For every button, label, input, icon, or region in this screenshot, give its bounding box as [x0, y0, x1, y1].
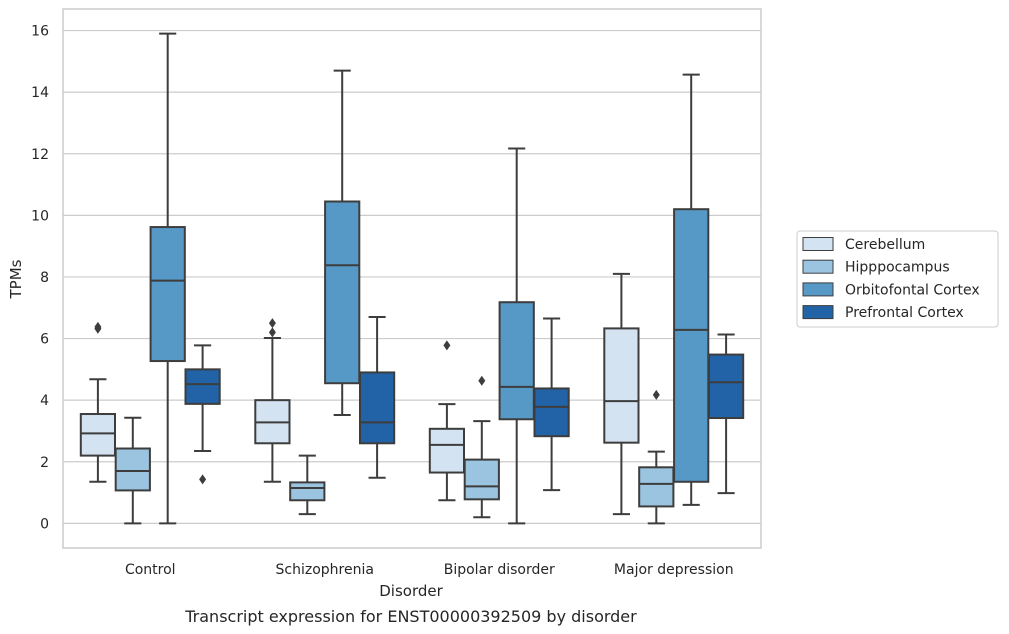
legend-swatch [802, 259, 834, 274]
box-body [533, 387, 570, 438]
box-1-1 [79, 321, 117, 483]
box-body [498, 301, 535, 421]
box-4-3 [533, 317, 570, 492]
y-tick-label: 4 [40, 393, 49, 409]
box-3-2 [324, 69, 361, 416]
x-tick-labels: Control Schizophrenia Bipolar disorder Majo… [125, 562, 734, 578]
boxes [79, 32, 745, 525]
box-1-3 [428, 340, 466, 502]
legend-label: Prefrontal Cortex [845, 305, 964, 321]
box-3-3 [498, 147, 535, 525]
outlier-point [268, 327, 276, 338]
box-body [289, 481, 326, 502]
x-tick-label: Major depression [614, 562, 734, 578]
box-3-1 [149, 32, 186, 525]
legend-frame [796, 230, 999, 328]
box-3-4 [673, 73, 710, 506]
legend-swatch [802, 237, 834, 251]
box-1-4 [603, 272, 640, 516]
box-body [463, 458, 500, 501]
plot-frame [62, 8, 762, 549]
box-4-4 [707, 333, 745, 495]
box-body [673, 208, 710, 483]
y-tick-label: 14 [31, 85, 49, 101]
y-tick-label: 12 [31, 147, 49, 163]
legend: Cerebellum Hipppocampus Orbitofontal Corte… [796, 230, 999, 328]
box-2-3 [463, 375, 500, 519]
x-axis-label: Disorder [379, 582, 443, 600]
box-2-1 [114, 416, 151, 525]
box-body [114, 447, 151, 492]
box-body [638, 466, 675, 508]
y-axis-label: TPMs [7, 259, 25, 299]
outlier-point [652, 389, 660, 400]
outlier-point [94, 321, 102, 332]
x-tick-label: Control [125, 562, 176, 578]
y-tick-label: 10 [31, 208, 49, 224]
box-4-2 [358, 316, 396, 479]
legend-label: Orbitofontal Cortex [845, 282, 980, 298]
y-tick-label: 0 [40, 516, 49, 532]
box-body [79, 413, 117, 457]
chart-caption: Transcript expression for ENST0000039250… [184, 607, 637, 626]
box-1-2 [254, 318, 291, 483]
outlier-point [443, 340, 451, 351]
y-tick-label: 8 [40, 270, 49, 286]
box-body [324, 200, 361, 385]
outlier-point [268, 318, 276, 329]
outlier-point [478, 375, 486, 386]
legend-label: Cerebellum [845, 237, 925, 253]
x-tick-label: Schizophrenia [276, 562, 374, 578]
legend-label: Hipppocampus [845, 260, 950, 276]
box-body [603, 327, 640, 444]
box-body [428, 427, 466, 474]
legend-swatch [802, 282, 834, 297]
x-tick-label: Bipolar disorder [444, 562, 555, 578]
box-body [707, 353, 745, 420]
box-2-2 [289, 454, 326, 516]
box-body [184, 368, 221, 405]
legend-swatch [802, 305, 834, 320]
box-4-1 [184, 344, 221, 485]
outlier-point [199, 474, 207, 485]
y-tick-labels: 0 2 4 6 8 10 12 14 16 [31, 24, 49, 533]
y-tick-label: 6 [40, 332, 49, 348]
box-body [149, 226, 186, 363]
y-tick-label: 2 [40, 455, 49, 471]
box-2-4 [638, 389, 675, 525]
box-body [358, 371, 396, 445]
y-tick-label: 16 [31, 24, 49, 40]
